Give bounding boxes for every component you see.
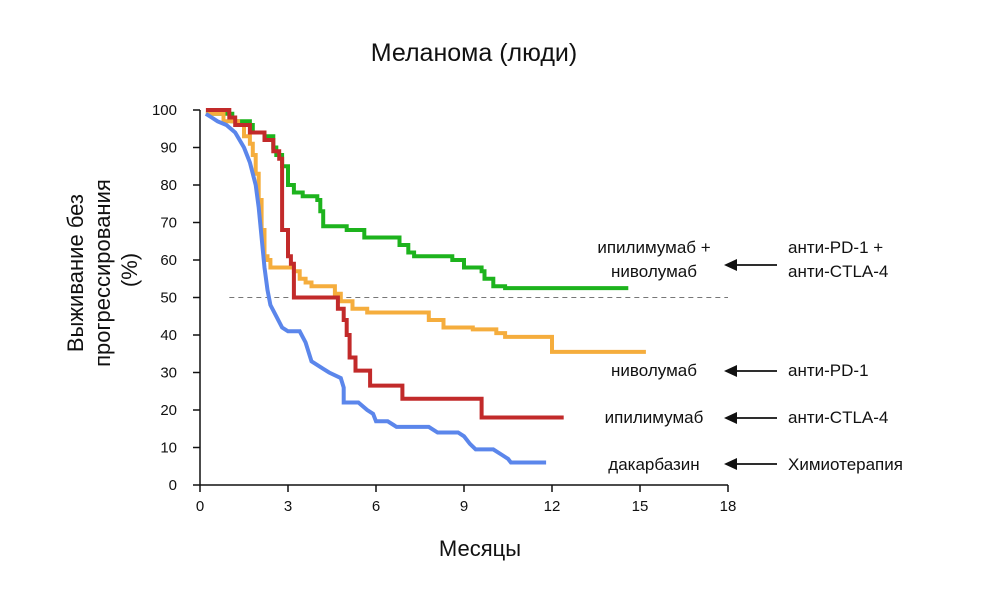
series-name-label: ниволумаб [611,361,697,380]
y-axis-label-line: Выживание без [63,194,88,352]
label-arrow-head [724,412,737,424]
series-name-label: ипилимумаб [605,408,704,427]
y-axis-label-line: прогрессирования [90,179,115,367]
series-name-label: ниволумаб [611,262,697,281]
x-tick-label: 0 [196,498,204,515]
label-arrow-head [724,365,737,377]
y-tick-label: 20 [160,402,177,419]
chart-title: Меланома (люди) [371,39,577,67]
x-tick-label: 9 [460,498,468,515]
series-labels: ипилимумаб + ниволумаб анти-PD-1 + анти-CTL… [597,238,903,474]
x-tick-label: 3 [284,498,292,515]
therapy-label: анти-CTLA-4 [788,408,888,427]
y-tick-label: 100 [152,102,177,119]
y-axis-label: Выживание без прогрессирования (%) [63,173,142,367]
label-arrow-head [724,259,737,271]
y-tick-label: 50 [160,290,177,307]
series-name-label: ипилимумаб + [597,238,710,257]
x-axis-label: Месяцы [439,536,521,561]
y-axis-label-line: (%) [117,253,142,287]
therapy-label: анти-PD-1 + [788,238,883,257]
y-tick-label: 40 [160,327,177,344]
y-tick-label: 0 [169,477,177,494]
series-line [205,111,646,354]
y-tick-label: 10 [160,440,177,457]
y-tick-label: 30 [160,365,177,382]
x-tick-label: 18 [720,498,737,515]
x-tick-label: 15 [632,498,649,515]
series-line [205,108,564,420]
series-line [204,112,547,465]
y-tick-label: 80 [160,177,177,194]
ticks: 0 10 20 30 40 50 60 70 80 90 100 0 3 6 9 12 15 18 [152,102,736,515]
therapy-label: Химиотерапия [788,455,903,474]
y-tick-label: 60 [160,252,177,269]
y-tick-label: 90 [160,140,177,157]
label-arrow-head [724,458,737,470]
therapy-label: анти-CTLA-4 [788,262,888,281]
series-name-label: дакарбазин [608,455,699,474]
therapy-label: анти-PD-1 [788,361,869,380]
series-lines [204,108,646,465]
x-tick-label: 6 [372,498,380,515]
y-tick-label: 70 [160,215,177,232]
x-tick-label: 12 [544,498,561,515]
